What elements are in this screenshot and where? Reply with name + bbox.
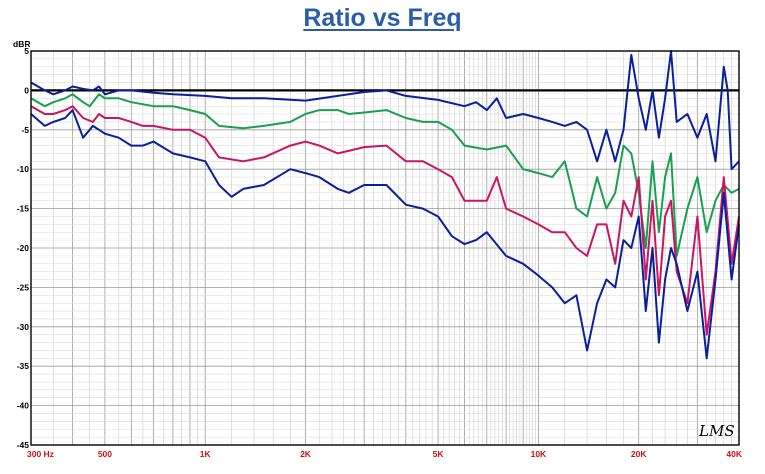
x-tick-label: 5K: [433, 449, 445, 459]
series-lines: [30, 50, 740, 360]
y-tick-label: 5: [24, 46, 29, 56]
y-tick-label: -25: [17, 282, 30, 292]
series-line-4: [30, 109, 740, 360]
y-tick-label: -10: [17, 164, 30, 174]
series-line-1: [30, 50, 740, 171]
y-tick-label: -35: [17, 361, 30, 371]
y-tick-label: -15: [17, 204, 30, 214]
x-tick-labels: 300 Hz 500 1K 2K 5K 10K 20K 40K: [27, 449, 743, 459]
y-tick-label: -45: [17, 440, 30, 450]
series-line-3: [30, 105, 740, 336]
y-tick-label: -20: [17, 243, 30, 253]
y-tick-label: -30: [17, 322, 30, 332]
x-tick-label: 500: [98, 449, 112, 459]
x-tick-label: 1K: [200, 449, 212, 459]
lms-watermark: LMS: [698, 422, 735, 440]
chart-title: Ratio vs Freq: [303, 4, 462, 32]
y-tick-label: -40: [17, 401, 30, 411]
x-tick-label: 2K: [300, 449, 312, 459]
x-tick-label: 300 Hz: [27, 449, 54, 459]
x-tick-label: 10K: [531, 449, 547, 459]
x-tick-label: 20K: [631, 449, 647, 459]
y-tick-labels: 5 0 -5 -10 -15 -20 -25 -30 -35 -40 -45: [17, 46, 30, 450]
plot-frame: [30, 50, 740, 446]
x-tick-label: 40K: [726, 449, 742, 459]
y-tick-label: -5: [21, 125, 29, 135]
y-axis-label: dBR: [13, 39, 30, 49]
series-line-2: [30, 93, 740, 257]
y-tick-label: 0: [24, 85, 29, 95]
